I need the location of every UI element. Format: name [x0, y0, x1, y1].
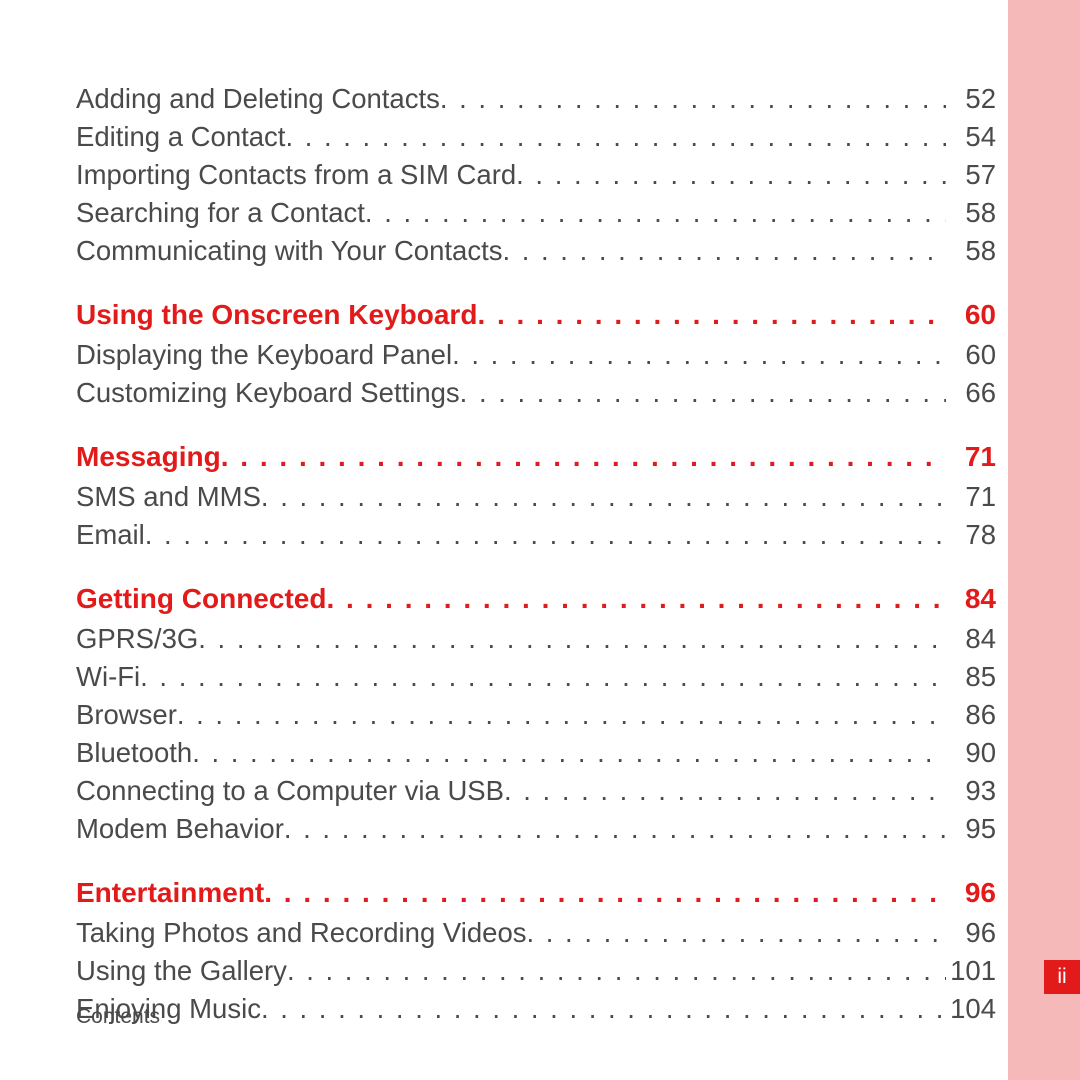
toc-label: Using the Onscreen Keyboard — [76, 296, 477, 334]
toc-page: 104 — [946, 990, 996, 1028]
toc-entry: Displaying the Keyboard Panel. . . . . .… — [76, 336, 996, 374]
toc-page: 90 — [946, 734, 996, 772]
toc-label: Taking Photos and Recording Videos — [76, 914, 527, 952]
leader-dots: . . . . . . . . . . . . . . . . . . . . … — [177, 696, 946, 734]
toc-label: Displaying the Keyboard Panel — [76, 336, 452, 374]
toc-entry: SMS and MMS. . . . . . . . . . . . . . .… — [76, 478, 996, 516]
leader-dots: . . . . . . . . . . . . . . . . . . . . … — [326, 580, 946, 618]
toc-entry: GPRS/3G. . . . . . . . . . . . . . . . .… — [76, 620, 996, 658]
toc-entry: Searching for a Contact. . . . . . . . .… — [76, 194, 996, 232]
toc-label: Adding and Deleting Contacts — [76, 80, 440, 118]
leader-dots: . . . . . . . . . . . . . . . . . . . . … — [261, 990, 946, 1028]
toc-label: Editing a Contact — [76, 118, 285, 156]
toc-entry: Browser. . . . . . . . . . . . . . . . .… — [76, 696, 996, 734]
toc-label: Messaging — [76, 438, 221, 476]
toc-entry: Modem Behavior. . . . . . . . . . . . . … — [76, 810, 996, 848]
section-label: Contents — [76, 1005, 160, 1029]
toc-entry: Importing Contacts from a SIM Card. . . … — [76, 156, 996, 194]
leader-dots: . . . . . . . . . . . . . . . . . . . . … — [285, 118, 946, 156]
toc-page: 78 — [946, 516, 996, 554]
toc-page: 101 — [946, 952, 996, 990]
toc-page: 71 — [946, 478, 996, 516]
toc-label: Entertainment — [76, 874, 264, 912]
leader-dots: . . . . . . . . . . . . . . . . . . . . … — [264, 874, 946, 912]
toc-label: SMS and MMS — [76, 478, 261, 516]
toc-page: 86 — [946, 696, 996, 734]
toc-entry: Connecting to a Computer via USB. . . . … — [76, 772, 996, 810]
toc-entry: Taking Photos and Recording Videos. . . … — [76, 914, 996, 952]
toc-entry: Email. . . . . . . . . . . . . . . . . .… — [76, 516, 996, 554]
toc-label: Browser — [76, 696, 177, 734]
leader-dots: . . . . . . . . . . . . . . . . . . . . … — [440, 80, 946, 118]
toc-label: Connecting to a Computer via USB — [76, 772, 504, 810]
leader-dots: . . . . . . . . . . . . . . . . . . . . … — [221, 438, 946, 476]
toc-page: 52 — [946, 80, 996, 118]
toc-label: Bluetooth — [76, 734, 192, 772]
toc-entry: Using the Gallery. . . . . . . . . . . .… — [76, 952, 996, 990]
table-of-contents: Adding and Deleting Contacts. . . . . . … — [76, 80, 996, 1028]
toc-entry: Enjoying Music. . . . . . . . . . . . . … — [76, 990, 996, 1028]
toc-label: Searching for a Contact — [76, 194, 365, 232]
leader-dots: . . . . . . . . . . . . . . . . . . . . … — [504, 772, 946, 810]
toc-label: Communicating with Your Contacts — [76, 232, 502, 270]
toc-label: Wi-Fi — [76, 658, 140, 696]
toc-page: 54 — [946, 118, 996, 156]
toc-heading: Getting Connected. . . . . . . . . . . .… — [76, 580, 996, 618]
toc-label: Customizing Keyboard Settings — [76, 374, 460, 412]
leader-dots: . . . . . . . . . . . . . . . . . . . . … — [140, 658, 946, 696]
leader-dots: . . . . . . . . . . . . . . . . . . . . … — [284, 810, 946, 848]
toc-entry: Customizing Keyboard Settings. . . . . .… — [76, 374, 996, 412]
leader-dots: . . . . . . . . . . . . . . . . . . . . … — [287, 952, 946, 990]
toc-page: 60 — [946, 336, 996, 374]
toc-label: Using the Gallery — [76, 952, 287, 990]
toc-label: GPRS/3G — [76, 620, 198, 658]
leader-dots: . . . . . . . . . . . . . . . . . . . . … — [365, 194, 946, 232]
toc-page: 84 — [946, 580, 996, 618]
toc-page: 85 — [946, 658, 996, 696]
leader-dots: . . . . . . . . . . . . . . . . . . . . … — [527, 914, 947, 952]
leader-dots: . . . . . . . . . . . . . . . . . . . . … — [452, 336, 946, 374]
leader-dots: . . . . . . . . . . . . . . . . . . . . … — [192, 734, 946, 772]
leader-dots: . . . . . . . . . . . . . . . . . . . . … — [145, 516, 946, 554]
toc-page: 96 — [946, 874, 996, 912]
toc-page: 84 — [946, 620, 996, 658]
toc-label: Modem Behavior — [76, 810, 284, 848]
toc-page: 93 — [946, 772, 996, 810]
toc-page: 57 — [946, 156, 996, 194]
toc-page: 95 — [946, 810, 996, 848]
toc-label: Email — [76, 516, 145, 554]
leader-dots: . . . . . . . . . . . . . . . . . . . . … — [477, 296, 946, 334]
leader-dots: . . . . . . . . . . . . . . . . . . . . … — [261, 478, 946, 516]
page-number-badge: ii — [1044, 960, 1080, 994]
leader-dots: . . . . . . . . . . . . . . . . . . . . … — [460, 374, 946, 412]
toc-page: 96 — [946, 914, 996, 952]
toc-page: 58 — [946, 232, 996, 270]
leader-dots: . . . . . . . . . . . . . . . . . . . . … — [198, 620, 946, 658]
toc-entry: Adding and Deleting Contacts. . . . . . … — [76, 80, 996, 118]
toc-heading: Messaging. . . . . . . . . . . . . . . .… — [76, 438, 996, 476]
toc-heading: Using the Onscreen Keyboard. . . . . . .… — [76, 296, 996, 334]
toc-label: Importing Contacts from a SIM Card — [76, 156, 516, 194]
toc-entry: Communicating with Your Contacts. . . . … — [76, 232, 996, 270]
toc-heading: Entertainment. . . . . . . . . . . . . .… — [76, 874, 996, 912]
toc-page: 71 — [946, 438, 996, 476]
toc-page: 66 — [946, 374, 996, 412]
toc-page: 60 — [946, 296, 996, 334]
leader-dots: . . . . . . . . . . . . . . . . . . . . … — [516, 156, 946, 194]
toc-page: 58 — [946, 194, 996, 232]
toc-entry: Bluetooth. . . . . . . . . . . . . . . .… — [76, 734, 996, 772]
toc-entry: Wi-Fi. . . . . . . . . . . . . . . . . .… — [76, 658, 996, 696]
leader-dots: . . . . . . . . . . . . . . . . . . . . … — [502, 232, 946, 270]
toc-entry: Editing a Contact. . . . . . . . . . . .… — [76, 118, 996, 156]
toc-label: Getting Connected — [76, 580, 326, 618]
